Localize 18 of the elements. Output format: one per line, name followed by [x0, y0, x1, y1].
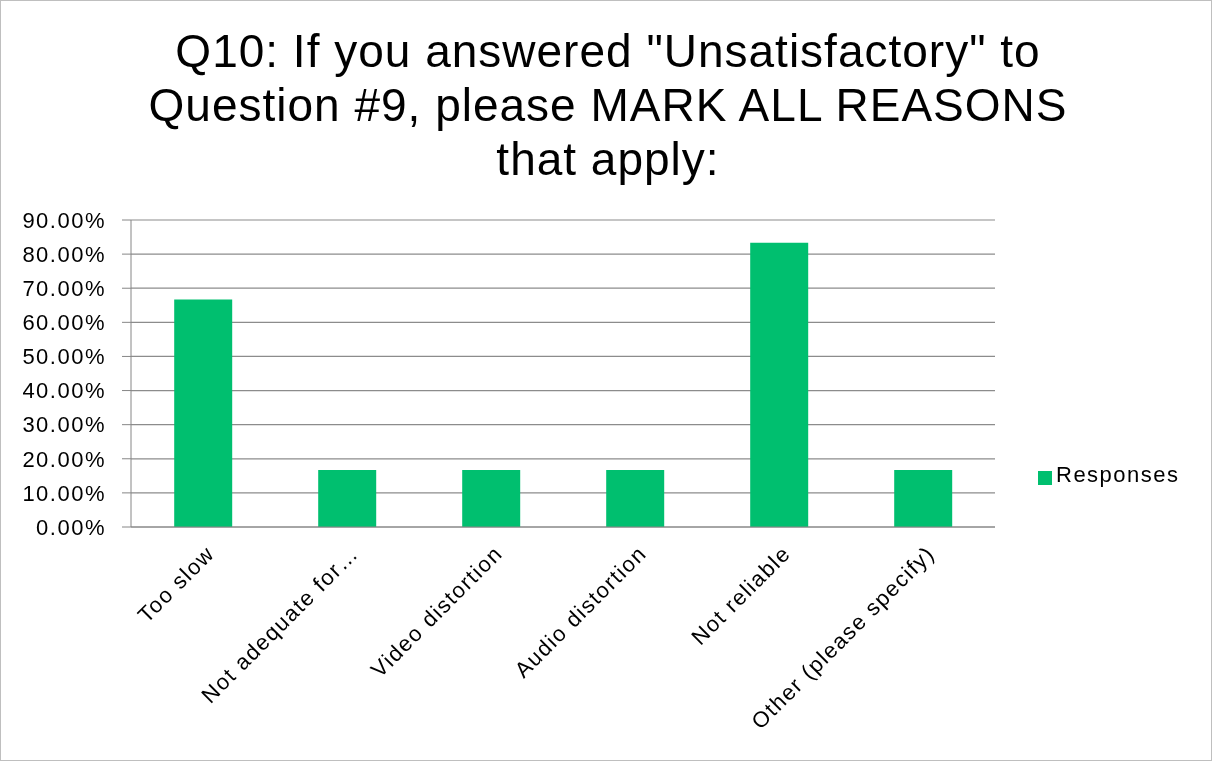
bar [462, 470, 521, 527]
y-tick-label: 50.00% [22, 344, 106, 370]
chart-title: Q10: If you answered "Unsatisfactory" to Question #9, please MARK ALL REASONS that apply: [147, 24, 1069, 186]
bar [750, 242, 809, 527]
bar [318, 470, 377, 527]
y-tick-label: 90.00% [22, 207, 106, 233]
y-tick-label: 40.00% [22, 378, 106, 404]
y-tick-label: 20.00% [22, 446, 106, 472]
bar [606, 470, 665, 527]
y-tick-label: 70.00% [22, 276, 106, 302]
bar [894, 470, 953, 527]
y-tick-label: 10.00% [22, 480, 106, 506]
bar [174, 299, 233, 527]
y-tick-label: 60.00% [22, 310, 106, 336]
y-tick-label: 0.00% [36, 514, 106, 540]
legend-label: Responses [1056, 462, 1180, 487]
y-tick-label: 30.00% [22, 412, 106, 438]
y-tick-label: 80.00% [22, 241, 106, 267]
